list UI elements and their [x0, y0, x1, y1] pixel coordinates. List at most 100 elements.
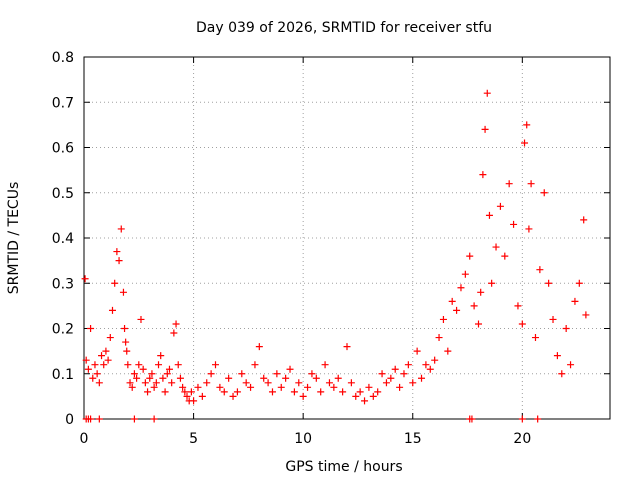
data-point [117, 225, 125, 233]
data-point [159, 374, 167, 382]
data-point [352, 392, 360, 400]
data-point [413, 347, 421, 355]
data-point [382, 379, 390, 387]
data-point [187, 388, 195, 396]
data-point [479, 171, 487, 179]
data-point [111, 279, 119, 287]
data-point [133, 374, 141, 382]
data-point [567, 361, 575, 369]
data-point [108, 306, 116, 314]
data-point [87, 415, 95, 423]
y-tick-label: 0 [65, 412, 74, 428]
data-point [501, 252, 509, 260]
data-point [190, 397, 198, 405]
data-point [163, 370, 171, 378]
y-tick-label: 0.5 [52, 186, 74, 202]
y-tick-labels: 0 0.1 0.2 0.3 0.4 0.5 0.6 0.7 0.8 [52, 50, 74, 428]
data-point [139, 365, 147, 373]
data-point [233, 388, 241, 396]
data-point [505, 180, 513, 188]
data-point [527, 180, 535, 188]
data-point [198, 392, 206, 400]
data-point [580, 216, 588, 224]
data-point [485, 211, 493, 219]
data-point [317, 388, 325, 396]
data-point [321, 361, 329, 369]
data-point [475, 320, 482, 328]
data-point [121, 325, 129, 332]
data-point [562, 325, 570, 332]
data-point [510, 220, 518, 228]
data-point [282, 374, 290, 382]
data-point [290, 388, 298, 396]
data-point [137, 315, 145, 323]
data-point [492, 243, 500, 251]
data-point [422, 361, 430, 369]
data-point [312, 374, 320, 382]
data-point [553, 352, 561, 360]
data-point [124, 361, 132, 369]
data-point [152, 379, 160, 387]
data-point [334, 374, 342, 382]
data-point [251, 361, 259, 369]
data-point [130, 415, 138, 423]
data-point [247, 383, 255, 391]
data-point [91, 361, 99, 369]
y-tick-label: 0.1 [52, 367, 74, 383]
data-point [582, 311, 590, 319]
data-point [514, 302, 522, 310]
data-point [128, 383, 136, 391]
data-point [95, 415, 103, 423]
data-point [81, 275, 89, 283]
data-point [260, 374, 268, 382]
data-point [98, 352, 106, 360]
data-point [365, 383, 373, 391]
data-point [461, 270, 469, 278]
data-point [95, 379, 103, 387]
data-point [130, 370, 138, 378]
data-point [545, 279, 553, 287]
data-point [404, 361, 412, 369]
data-point [518, 320, 526, 328]
y-tick-label: 0.2 [52, 322, 74, 338]
data-point [409, 379, 417, 387]
data-point [426, 365, 434, 373]
data-point [488, 279, 496, 287]
data-point [144, 388, 152, 396]
data-point [277, 383, 285, 391]
chart-title: Day 039 of 2026, SRMTID for receiver stf… [196, 20, 492, 36]
data-point [444, 347, 452, 355]
data-point [534, 415, 542, 423]
data-point [141, 379, 149, 387]
data-point [521, 139, 529, 147]
x-tick-label: 10 [294, 431, 312, 447]
data-point [466, 252, 474, 260]
data-point [119, 288, 127, 296]
data-point [225, 374, 233, 382]
data-point [483, 89, 491, 97]
data-point [93, 370, 101, 378]
x-tick-label: 0 [80, 431, 89, 447]
data-point [391, 365, 399, 373]
data-points [81, 89, 590, 423]
data-point [378, 370, 386, 378]
data-point [183, 392, 191, 400]
data-point [220, 388, 228, 396]
data-point [123, 347, 131, 355]
x-tick-label: 5 [189, 431, 198, 447]
data-point [126, 379, 134, 387]
data-point [453, 306, 461, 314]
data-point [155, 361, 163, 369]
data-point [558, 370, 566, 378]
data-point [325, 379, 333, 387]
data-point [531, 334, 539, 342]
data-point [374, 388, 382, 396]
data-point [361, 397, 369, 405]
data-point [179, 383, 187, 391]
data-point [264, 379, 272, 387]
axis-ticks [83, 56, 610, 420]
data-point [571, 297, 579, 305]
data-point [268, 388, 276, 396]
data-point [525, 225, 533, 233]
